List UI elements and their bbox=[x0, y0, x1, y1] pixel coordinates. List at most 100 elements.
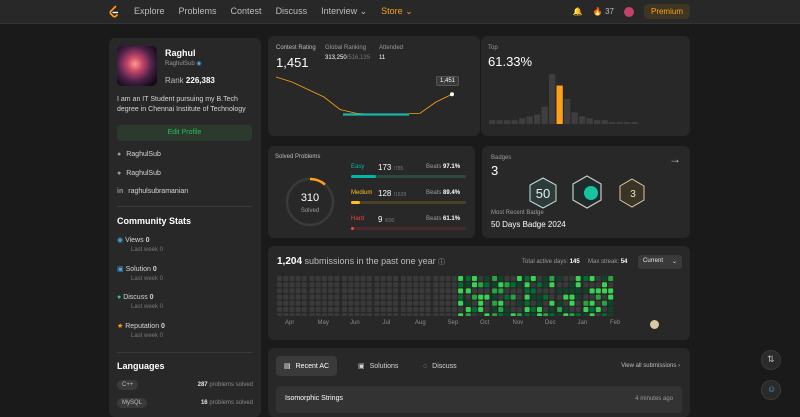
heatmap-cell[interactable] bbox=[537, 282, 542, 288]
heatmap-cell[interactable] bbox=[309, 300, 315, 306]
heatmap-cell[interactable] bbox=[354, 294, 360, 300]
heatmap-cell[interactable] bbox=[589, 300, 595, 306]
heatmap-cell[interactable] bbox=[425, 276, 431, 281]
heatmap-cell[interactable] bbox=[348, 300, 354, 306]
heatmap-cell[interactable] bbox=[516, 294, 522, 300]
heatmap-cell[interactable] bbox=[583, 282, 589, 288]
list-item[interactable]: Isomorphic Strings 4 minutes ago bbox=[276, 386, 682, 413]
heatmap-cell[interactable] bbox=[510, 313, 516, 316]
rating-point[interactable] bbox=[450, 92, 454, 97]
heatmap-cell[interactable] bbox=[589, 313, 595, 316]
badge-annual-icon[interactable]: 3 bbox=[616, 177, 648, 209]
heatmap-cell[interactable] bbox=[589, 288, 595, 294]
heatmap-cell[interactable] bbox=[608, 282, 614, 288]
heatmap-cell[interactable] bbox=[334, 313, 340, 316]
heatmap-cell[interactable] bbox=[354, 288, 360, 294]
heatmap-cell[interactable] bbox=[595, 294, 601, 300]
heatmap-cell[interactable] bbox=[413, 288, 419, 294]
heatmap-cell[interactable] bbox=[433, 282, 439, 288]
heatmap-cell[interactable] bbox=[295, 294, 301, 300]
heatmap-cell[interactable] bbox=[516, 276, 522, 281]
heatmap-cell[interactable] bbox=[465, 307, 471, 312]
heatmap-cell[interactable] bbox=[549, 307, 555, 312]
heatmap-cell[interactable] bbox=[530, 307, 536, 312]
heatmap-cell[interactable] bbox=[589, 307, 595, 312]
heatmap-cell[interactable] bbox=[602, 294, 607, 300]
heatmap-cell[interactable] bbox=[498, 276, 504, 281]
heatmap-cell[interactable] bbox=[374, 294, 380, 300]
heatmap-cell[interactable] bbox=[549, 300, 555, 306]
heatmap-cell[interactable] bbox=[289, 294, 295, 300]
heatmap-cell[interactable] bbox=[400, 282, 406, 288]
heatmap-cell[interactable] bbox=[301, 276, 307, 281]
heatmap-cell[interactable] bbox=[543, 276, 549, 281]
view-all-submissions-link[interactable]: View all submissions › bbox=[621, 363, 680, 369]
heatmap-cell[interactable] bbox=[348, 288, 354, 294]
heatmap-cell[interactable] bbox=[380, 276, 386, 281]
heatmap-cell[interactable] bbox=[498, 288, 504, 294]
heatmap-cell[interactable] bbox=[608, 307, 614, 312]
heatmap-cell[interactable] bbox=[433, 288, 439, 294]
heatmap-cell[interactable] bbox=[283, 300, 289, 306]
github-link[interactable]: ● RaghulSub bbox=[117, 151, 161, 158]
heatmap-cell[interactable] bbox=[472, 288, 477, 294]
heatmap-cell[interactable] bbox=[478, 276, 484, 281]
heatmap-cell[interactable] bbox=[309, 282, 315, 288]
feedback-button[interactable]: ☺ bbox=[761, 380, 781, 400]
heatmap-cell[interactable] bbox=[458, 307, 464, 312]
heatmap-cell[interactable] bbox=[433, 300, 439, 306]
heatmap-cell[interactable] bbox=[360, 300, 366, 306]
heatmap-cell[interactable] bbox=[407, 300, 412, 306]
heatmap-cell[interactable] bbox=[295, 300, 301, 306]
heatmap-cell[interactable] bbox=[295, 288, 301, 294]
nav-store[interactable]: Store ⌄ bbox=[381, 6, 413, 17]
heatmap-cell[interactable] bbox=[451, 313, 457, 316]
heatmap-cell[interactable] bbox=[360, 313, 366, 316]
heatmap-cell[interactable] bbox=[277, 282, 282, 288]
heatmap-cell[interactable] bbox=[419, 313, 425, 316]
heatmap-cell[interactable] bbox=[445, 294, 451, 300]
heatmap-cell[interactable] bbox=[328, 282, 334, 288]
heatmap-cell[interactable] bbox=[413, 313, 419, 316]
heatmap-cell[interactable] bbox=[374, 288, 380, 294]
heatmap-cell[interactable] bbox=[342, 288, 347, 294]
heatmap-cell[interactable] bbox=[386, 307, 392, 312]
heatmap-cell[interactable] bbox=[472, 282, 477, 288]
heatmap-cell[interactable] bbox=[380, 294, 386, 300]
heatmap-cell[interactable] bbox=[380, 307, 386, 312]
heatmap-cell[interactable] bbox=[549, 313, 555, 316]
heatmap-cell[interactable] bbox=[583, 276, 589, 281]
bell-icon[interactable]: 🔔 bbox=[572, 7, 583, 16]
heatmap-cell[interactable] bbox=[465, 313, 471, 316]
heatmap-cell[interactable] bbox=[425, 282, 431, 288]
heatmap-cell[interactable] bbox=[360, 294, 366, 300]
heatmap-cell[interactable] bbox=[334, 288, 340, 294]
heatmap-cell[interactable] bbox=[458, 313, 464, 316]
heatmap-cell[interactable] bbox=[393, 313, 399, 316]
heatmap-cell[interactable] bbox=[537, 300, 542, 306]
heatmap-cell[interactable] bbox=[575, 313, 581, 316]
heatmap-cell[interactable] bbox=[569, 282, 575, 288]
heatmap-cell[interactable] bbox=[342, 300, 347, 306]
heatmap-cell[interactable] bbox=[407, 313, 412, 316]
heatmap-cell[interactable] bbox=[516, 307, 522, 312]
heatmap-cell[interactable] bbox=[283, 313, 289, 316]
heatmap-cell[interactable] bbox=[484, 276, 490, 281]
heatmap-cell[interactable] bbox=[569, 313, 575, 316]
heatmap-cell[interactable] bbox=[334, 294, 340, 300]
heatmap-cell[interactable] bbox=[583, 300, 589, 306]
heatmap-cell[interactable] bbox=[374, 307, 380, 312]
heatmap-cell[interactable] bbox=[366, 276, 372, 281]
heatmap-cell[interactable] bbox=[342, 307, 347, 312]
heatmap-cell[interactable] bbox=[407, 288, 412, 294]
heatmap-cell[interactable] bbox=[524, 313, 530, 316]
heatmap-cell[interactable] bbox=[569, 276, 575, 281]
heatmap-cell[interactable] bbox=[478, 288, 484, 294]
heatmap-cell[interactable] bbox=[407, 282, 412, 288]
twitter-link[interactable]: ● RaghulSub bbox=[117, 170, 161, 177]
heatmap-cell[interactable] bbox=[425, 288, 431, 294]
heatmap-cell[interactable] bbox=[374, 276, 380, 281]
heatmap-cell[interactable] bbox=[393, 282, 399, 288]
heatmap-cell[interactable] bbox=[516, 282, 522, 288]
heatmap-cell[interactable] bbox=[537, 294, 542, 300]
